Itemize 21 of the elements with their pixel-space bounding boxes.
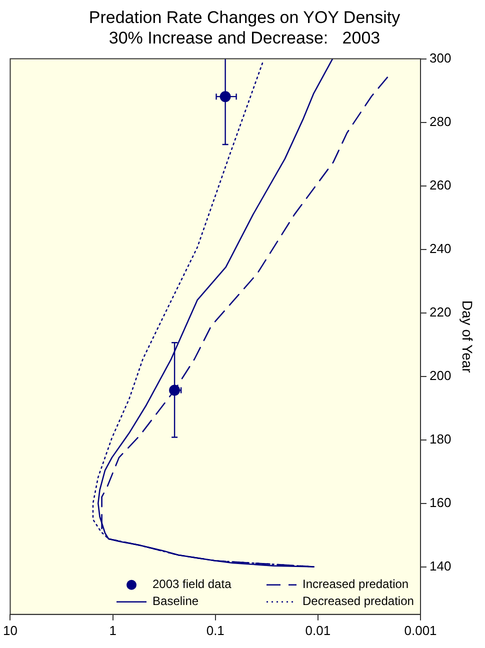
y-tick-label: 200 [430,368,452,383]
y-tick-label: 280 [430,114,452,129]
y-axis-title: Day of Year [460,300,476,374]
y-tick-label: 260 [430,177,452,192]
chart-subtitle: 30% Increase and Decrease: 2003 [108,28,380,48]
legend-label: Increased predation [302,577,409,592]
x-tick-label: 1 [109,622,116,638]
chart-title: Predation Rate Changes on YOY Density [88,8,401,27]
x-tick-label: 0.1 [206,622,224,638]
legend-label: Baseline [152,594,199,608]
y-tick-label: 180 [430,431,452,446]
x-tick-label: 10 [2,622,18,638]
y-tick-label: 240 [430,240,452,256]
legend-label: Decreased predation [302,594,414,608]
x-tick-label: 0.001 [404,622,437,638]
y-tick-label: 140 [430,558,452,574]
legend-label: 2003 field data [152,577,232,592]
y-tick-label: 220 [430,304,452,320]
y-tick-label: 160 [430,494,452,510]
x-tick-label: 0.01 [305,622,331,638]
y-tick-label: 300 [430,50,452,66]
